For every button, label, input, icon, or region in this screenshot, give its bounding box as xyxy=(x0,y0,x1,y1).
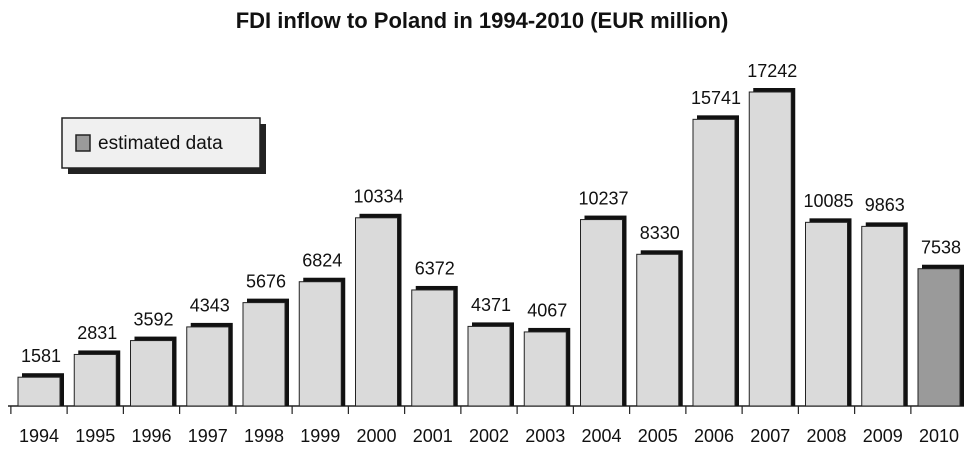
x-tick-label: 2008 xyxy=(806,426,846,446)
x-tick-label: 2004 xyxy=(581,426,621,446)
bar xyxy=(636,253,680,407)
value-label: 8330 xyxy=(640,223,680,243)
bar xyxy=(17,376,61,407)
bar xyxy=(130,340,173,407)
x-tick-label: 2007 xyxy=(750,426,790,446)
value-label: 15741 xyxy=(691,88,741,108)
bar xyxy=(917,268,961,407)
legend: estimated data xyxy=(61,117,266,174)
value-label: 17242 xyxy=(747,61,797,81)
bar xyxy=(73,353,117,407)
value-label: 10237 xyxy=(578,188,628,208)
legend-label: estimated data xyxy=(98,133,223,154)
value-label: 4343 xyxy=(190,296,230,316)
bar xyxy=(242,302,286,407)
bar xyxy=(692,118,736,407)
value-label: 2831 xyxy=(77,323,117,343)
bar xyxy=(186,326,230,407)
x-tick-label: 2010 xyxy=(919,426,959,446)
bar xyxy=(523,331,567,407)
bar xyxy=(298,281,342,407)
chart-title: FDI inflow to Poland in 1994-2010 (EUR m… xyxy=(236,8,729,33)
value-label: 1581 xyxy=(21,346,61,366)
bar xyxy=(467,325,511,407)
bar xyxy=(805,221,848,407)
value-label: 5676 xyxy=(246,271,286,291)
x-tick-label: 2002 xyxy=(469,426,509,446)
bar xyxy=(411,289,455,407)
x-tick-label: 2003 xyxy=(525,426,565,446)
x-tick-label: 2006 xyxy=(694,426,734,446)
value-label: 6824 xyxy=(302,250,342,270)
bar xyxy=(861,225,905,407)
value-label: 10334 xyxy=(353,187,403,207)
x-tick-label: 1995 xyxy=(75,426,115,446)
bar xyxy=(580,219,623,407)
x-tick-label: 1998 xyxy=(244,426,284,446)
x-tick-label: 1999 xyxy=(300,426,340,446)
value-label: 4371 xyxy=(471,295,511,315)
x-tick-label: 2000 xyxy=(356,426,396,446)
value-label: 9863 xyxy=(865,195,905,215)
bar xyxy=(355,217,398,407)
bar xyxy=(748,91,792,407)
value-label: 7538 xyxy=(921,237,961,257)
x-tick-label: 2005 xyxy=(638,426,678,446)
value-label: 4067 xyxy=(527,301,567,321)
x-tick-label: 1994 xyxy=(19,426,59,446)
legend-swatch xyxy=(75,134,91,152)
value-label: 6372 xyxy=(415,259,455,279)
value-label: 3592 xyxy=(133,309,173,329)
x-tick-label: 2009 xyxy=(863,426,903,446)
legend-box xyxy=(61,117,261,169)
x-tick-label: 2001 xyxy=(413,426,453,446)
value-label: 10085 xyxy=(803,191,853,211)
x-tick-label: 1997 xyxy=(188,426,228,446)
x-tick-label: 1996 xyxy=(131,426,171,446)
